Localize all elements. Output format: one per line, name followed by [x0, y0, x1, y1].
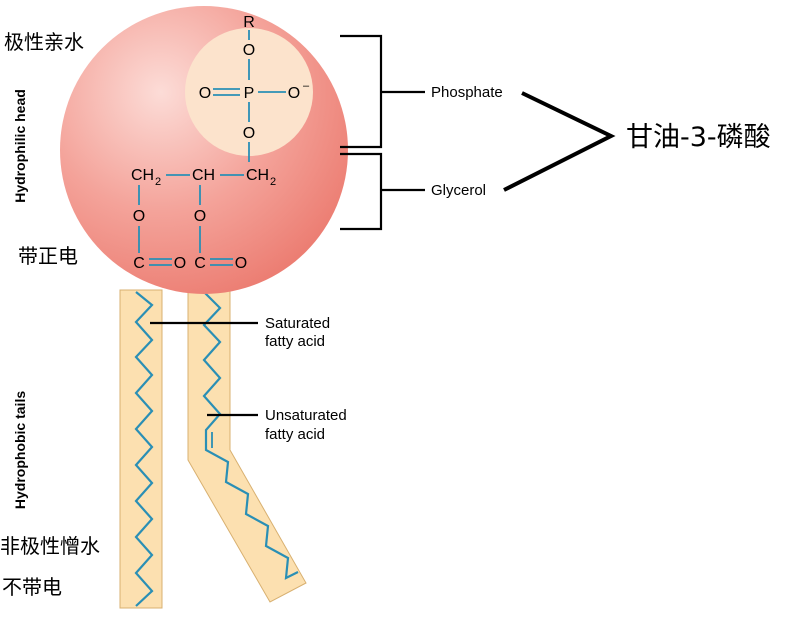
- glycerol-bracket: [340, 152, 383, 231]
- atom-o-bottom: O: [243, 125, 255, 142]
- uncharged-cn-label: 不带电: [2, 575, 62, 599]
- saturated-tail-background: [119, 289, 163, 609]
- atom-ch2-right: CH: [246, 167, 269, 184]
- atom-o-ester-left: O: [133, 208, 145, 225]
- atom-ch2-right-sub: 2: [270, 176, 276, 188]
- atom-p: P: [244, 85, 255, 102]
- nonpolar-cn-label: 非极性憎水: [0, 534, 100, 558]
- atom-o-left: O: [199, 85, 211, 102]
- unsaturated-label-line2: fatty acid: [265, 426, 325, 443]
- atom-r: R: [243, 14, 255, 31]
- hydrophilic-cn-label: 极性亲水: [4, 30, 84, 54]
- atom-ch2-left-sub: 2: [155, 176, 161, 188]
- atom-c-right: C: [194, 255, 206, 272]
- phosphate-label: Phosphate: [431, 84, 503, 101]
- saturated-label-line2: fatty acid: [265, 333, 325, 350]
- atom-ch2-left: CH: [131, 167, 154, 184]
- hydrophilic-head-label: Hydrophilic head: [12, 89, 28, 203]
- atom-o-right: O: [288, 85, 300, 102]
- atom-o-ester-right: O: [194, 208, 206, 225]
- saturated-fatty-acid-chain: [134, 291, 154, 607]
- glycerol-label: Glycerol: [431, 182, 486, 199]
- compound-name-label: 甘油-3-磷酸: [626, 122, 771, 153]
- saturated-label-line1: Saturated: [265, 315, 330, 332]
- hydrophobic-tails-label: Hydrophobic tails: [12, 391, 28, 509]
- atom-o-carbonyl-right: O: [235, 255, 247, 272]
- compound-pointer: [503, 91, 616, 192]
- unsaturated-label-line1: Unsaturated: [265, 407, 347, 424]
- atom-o-carbonyl-left: O: [174, 255, 186, 272]
- charge-minus: –: [303, 80, 310, 92]
- phosphate-group-circle: [185, 28, 313, 156]
- atom-c-left: C: [133, 255, 145, 272]
- atom-ch-middle: CH: [192, 167, 215, 184]
- atom-o-top: O: [243, 42, 255, 59]
- unsaturated-fatty-acid-chain: [202, 291, 299, 580]
- positive-charge-cn-label: 带正电: [18, 244, 78, 268]
